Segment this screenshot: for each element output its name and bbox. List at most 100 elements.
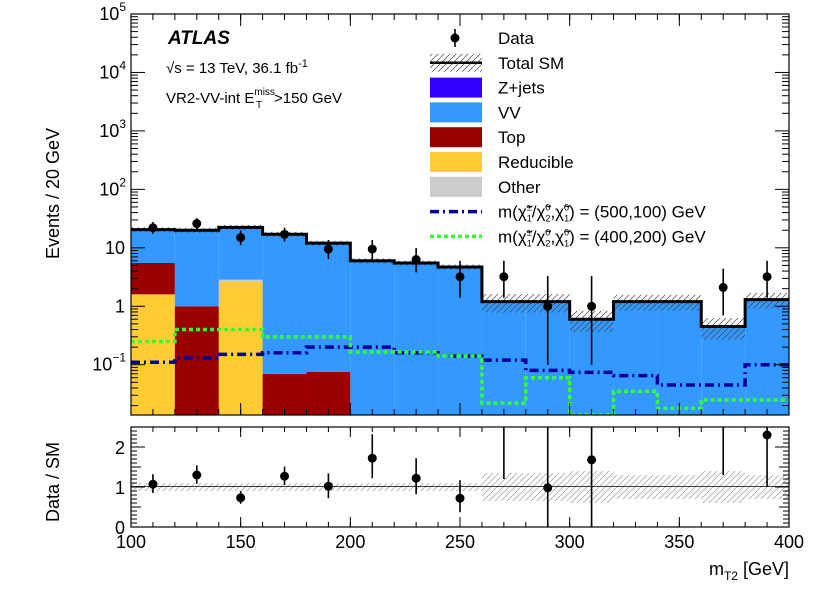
ratio-point-14: [762, 430, 772, 440]
legend-label: m(χ̃± 1/χ̃0 2,χ̃0 1) = (500,100) GeV: [498, 203, 706, 224]
legend-label-part: m(: [498, 227, 518, 246]
bar-top-1: [174, 306, 219, 415]
ratio-point-0: [148, 479, 158, 489]
data-point-4: [323, 244, 333, 254]
legend-label-part: ±: [527, 227, 532, 237]
x-axis-label-sub: T2: [724, 569, 738, 583]
y-tick-label-exponent: 3: [119, 117, 126, 131]
energy-lumi-exponent: -1: [298, 58, 308, 70]
y-tick-label-exponent: 4: [119, 58, 126, 72]
bar-vv-5: [350, 260, 395, 415]
data-point-1: [192, 219, 202, 229]
data-point-14: [762, 272, 772, 282]
x-axis-label: mT2 [GeV]: [709, 559, 789, 583]
y-tick-label: 103: [99, 117, 126, 141]
x-tick-label: 150: [226, 532, 256, 552]
x-tick-label: 200: [335, 532, 365, 552]
ratio-band-bin-1: [174, 483, 219, 491]
legend-item-m-400-200-gev: m(χ̃± 1/χ̃0 2,χ̃0 1) = (400,200) GeV: [430, 227, 706, 248]
data-points: [148, 218, 772, 365]
y-tick-label: 1: [115, 296, 125, 316]
y-tick-label: 10: [105, 238, 125, 258]
legend-label-part: ) = (400,200) GeV: [569, 227, 706, 246]
data-point-2: [236, 233, 246, 243]
ratio-y-tick-label: 0: [115, 518, 125, 538]
legend-label-part: 2: [545, 214, 550, 224]
ratio-point-10: [587, 455, 597, 465]
legend-label: Total SM: [498, 54, 564, 73]
data-point-7: [455, 272, 465, 282]
y-tick-label-exponent: 5: [119, 0, 126, 14]
ratio-point-7: [455, 493, 465, 503]
total-sm-band-bin-13: [701, 317, 746, 340]
legend-label-part: 0: [564, 227, 569, 237]
legend-color-swatch: [430, 77, 482, 98]
bar-vv-8: [481, 301, 526, 415]
total-sm-band-bin-8: [481, 294, 526, 313]
legend-color-swatch: [430, 102, 482, 123]
legend-label-part: 1: [527, 238, 532, 248]
y-tick-label: 105: [99, 0, 126, 24]
ratio-point-6: [411, 473, 421, 483]
stacked-histogram: [131, 227, 789, 415]
ratio-point-9: [543, 483, 553, 493]
x-axis-label-main: m: [709, 559, 724, 579]
ratio-points: [148, 427, 772, 527]
legend-label-part: ) = (500,100) GeV: [569, 203, 706, 222]
ratio-point-4: [323, 481, 333, 491]
bar-reducible-2: [218, 282, 263, 415]
legend-item-total-sm: Total SM: [430, 53, 564, 73]
x-tick-label: 350: [664, 532, 694, 552]
legend-item-reducible: Reducible: [430, 152, 574, 172]
ratio-band-bin-11: [613, 475, 658, 499]
bar-top-3: [262, 373, 307, 415]
legend-color-swatch: [430, 127, 482, 148]
legend-label: Z+jets: [498, 79, 545, 98]
bar-vv-12: [657, 301, 702, 415]
y-tick-label-base: 10: [105, 238, 125, 258]
ratio-band-bin-3: [262, 483, 307, 491]
legend-label-part: 1: [564, 214, 569, 224]
x-tick-label: 100: [116, 532, 146, 552]
x-axis-label-unit: [GeV]: [738, 559, 789, 579]
legend-label-part: 0: [545, 227, 550, 237]
ratio-point-2: [236, 493, 246, 503]
data-point-0: [148, 223, 158, 233]
region-label-cut: >150 GeV: [274, 90, 342, 107]
bar-top-4: [306, 372, 351, 415]
legend-item-data: Data: [450, 29, 534, 48]
y-tick-label-base: 10: [99, 4, 119, 24]
y-tick-label: 102: [99, 175, 126, 199]
signal-curve-1: [131, 327, 789, 415]
data-point-6: [411, 255, 421, 265]
bar-other-2: [218, 279, 263, 283]
ratio-point-5: [367, 453, 377, 463]
legend-label-part: 2: [545, 238, 550, 248]
y-tick-label-base: 10: [99, 121, 119, 141]
energy-lumi-label: √s = 13 TeV, 36.1 fb-1: [166, 58, 308, 77]
x-tick-label: 250: [445, 532, 475, 552]
legend-color-swatch: [430, 176, 482, 197]
legend-label-part: ±: [527, 203, 532, 213]
region-label-sup: miss: [254, 87, 275, 98]
y-tick-label-base: 1: [115, 296, 125, 316]
legend-label: Data: [498, 29, 534, 48]
ratio-band-bin-13: [701, 471, 746, 503]
bar-vv-4: [306, 243, 351, 373]
y-tick-label: 10−1: [92, 351, 126, 375]
legend-label-part: ,: [550, 227, 555, 246]
y-tick-label-exponent: −1: [112, 351, 126, 365]
y-tick-label-base: 10: [99, 179, 119, 199]
ratio-point-1: [192, 470, 202, 480]
legend-label: Top: [498, 128, 525, 147]
bar-vv-1: [174, 230, 219, 307]
legend-label-part: ,: [550, 203, 555, 222]
signal-curves: [131, 327, 789, 415]
region-label-main: VR2-VV-int E: [166, 90, 254, 107]
y-tick-label-base: 10: [92, 355, 112, 375]
legend-label: VV: [498, 103, 521, 122]
data-point-3: [280, 229, 290, 239]
